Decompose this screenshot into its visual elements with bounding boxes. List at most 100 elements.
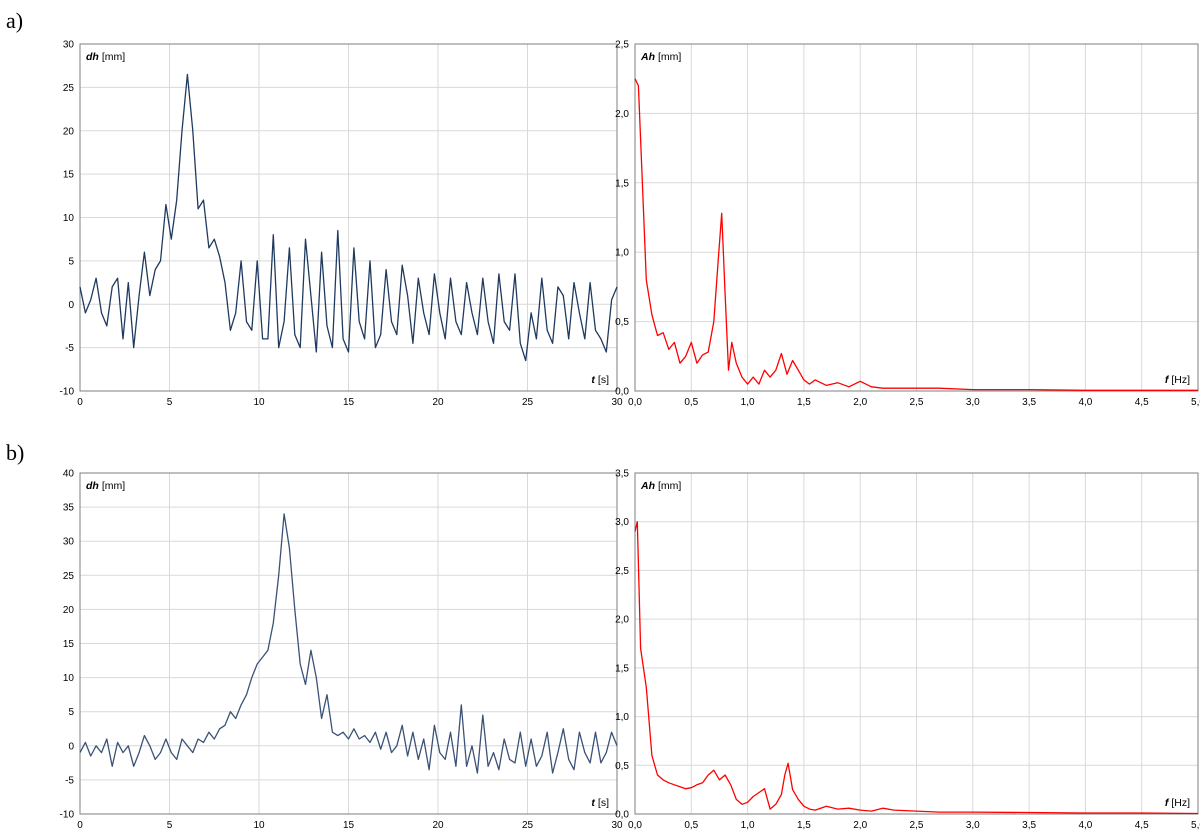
x-tick-label: 1,0 xyxy=(741,820,755,831)
y-axis-unit: [mm] xyxy=(102,480,125,492)
y-tick-label: 3,5 xyxy=(615,469,629,480)
x-axis-label: f [Hz] xyxy=(1165,797,1190,809)
x-tick-label: 4,5 xyxy=(1135,820,1149,831)
x-tick-label: 3,5 xyxy=(1022,397,1036,408)
y-tick-label: 10 xyxy=(63,213,75,224)
x-tick-label: 25 xyxy=(522,820,534,831)
y-axis-label: dh [mm] xyxy=(86,51,125,63)
x-tick-label: 10 xyxy=(253,397,265,408)
x-tick-label: 1,5 xyxy=(797,820,811,831)
x-tick-label: 1,0 xyxy=(741,397,755,408)
x-axis-variable: f xyxy=(1165,797,1170,809)
y-tick-label: 2,0 xyxy=(615,615,629,626)
x-axis-unit: [s] xyxy=(598,797,609,809)
chart-a-frequency-amplitude: 0,0 0,5 1,0 1,5 2,0 2,5 3,0 3,5 4,0 4,5 5,0 0,0 0,5 1… xyxy=(615,40,1200,409)
x-tick-label: 5 xyxy=(167,820,173,831)
y-tick-label: 15 xyxy=(63,170,75,181)
series-line xyxy=(634,521,1199,815)
x-tick-label: 25 xyxy=(522,397,534,408)
x-axis-unit: [s] xyxy=(598,374,609,386)
x-tick-label: 4,5 xyxy=(1135,397,1149,408)
y-tick-label: 0 xyxy=(68,300,74,311)
y-tick-label: 35 xyxy=(63,503,75,514)
y-axis-variable: Ah xyxy=(640,51,655,63)
y-tick-label: 5 xyxy=(68,256,74,267)
y-tick-label: 25 xyxy=(63,83,75,94)
x-axis-unit: [Hz] xyxy=(1171,797,1190,809)
y-tick-label: -5 xyxy=(65,775,74,786)
y-tick-label: 2,5 xyxy=(615,566,629,577)
x-axis-label: f [Hz] xyxy=(1165,374,1190,386)
x-tick-label: 30 xyxy=(611,820,623,831)
x-tick-label: 2,0 xyxy=(853,820,867,831)
y-tick-label: -10 xyxy=(60,387,75,398)
y-tick-label: 1,5 xyxy=(615,178,629,189)
x-tick-label: 4,0 xyxy=(1078,397,1092,408)
series-line xyxy=(79,73,618,362)
y-tick-label: 0,0 xyxy=(615,387,629,398)
y-axis-label: dh [mm] xyxy=(86,480,125,492)
y-tick-label: 30 xyxy=(63,40,75,51)
x-tick-label: 1,5 xyxy=(797,397,811,408)
y-tick-label: 5 xyxy=(68,707,74,718)
y-axis-unit: [mm] xyxy=(658,51,681,63)
x-tick-label: 15 xyxy=(343,397,355,408)
panel-label-b: b) xyxy=(6,440,25,465)
y-tick-label: 1,0 xyxy=(615,712,629,723)
x-axis-variable: t xyxy=(591,797,595,809)
y-tick-label: 2,5 xyxy=(615,40,629,51)
y-tick-label: 0,5 xyxy=(615,317,629,328)
y-tick-label: -10 xyxy=(60,810,75,821)
x-axis-label: t [s] xyxy=(591,374,609,386)
x-tick-label: 3,0 xyxy=(966,397,980,408)
y-tick-label: 20 xyxy=(63,605,75,616)
x-tick-label: 0,5 xyxy=(684,397,698,408)
y-tick-label: 0 xyxy=(68,741,74,752)
x-tick-label: 0,0 xyxy=(628,397,642,408)
x-tick-label: 30 xyxy=(611,397,623,408)
x-tick-label: 5,0 xyxy=(1191,397,1200,408)
x-tick-label: 20 xyxy=(432,820,444,831)
chart-b-time-displacement: 0 5 10 15 20 25 30 -10 -5 0 5 10 15 20 25 30 35 40 dh [mm] t… xyxy=(60,469,623,832)
panel-label-a: a) xyxy=(6,8,24,33)
x-axis-variable: t xyxy=(591,374,595,386)
y-tick-label: 40 xyxy=(63,469,75,480)
x-tick-label: 3,5 xyxy=(1022,820,1036,831)
y-tick-label: 1,0 xyxy=(615,248,629,259)
x-tick-label: 4,0 xyxy=(1078,820,1092,831)
x-tick-label: 2,0 xyxy=(853,397,867,408)
x-tick-label: 0,0 xyxy=(628,820,642,831)
chart-b-frequency-amplitude: 0,0 0,5 1,0 1,5 2,0 2,5 3,0 3,5 4,0 4,5 5,0 0,0 0,5 1… xyxy=(615,469,1200,832)
x-tick-label: 2,5 xyxy=(910,820,924,831)
y-axis-unit: [mm] xyxy=(102,51,125,63)
y-tick-label: 30 xyxy=(63,537,75,548)
series-line xyxy=(79,513,618,774)
y-tick-label: 15 xyxy=(63,639,75,650)
y-axis-label: Ah [mm] xyxy=(640,51,681,63)
y-tick-label: 10 xyxy=(63,673,75,684)
y-axis-variable: dh xyxy=(86,51,99,63)
x-tick-label: 10 xyxy=(253,820,265,831)
y-tick-label: 25 xyxy=(63,571,75,582)
x-axis-label: t [s] xyxy=(591,797,609,809)
y-tick-label: 0,0 xyxy=(615,810,629,821)
x-tick-label: 3,0 xyxy=(966,820,980,831)
x-tick-label: 0,5 xyxy=(684,820,698,831)
y-tick-label: 0,5 xyxy=(615,761,629,772)
plot-frame xyxy=(634,472,1199,815)
x-tick-label: 5 xyxy=(167,397,173,408)
y-axis-variable: Ah xyxy=(640,480,655,492)
y-tick-label: 1,5 xyxy=(615,663,629,674)
y-axis-label: Ah [mm] xyxy=(640,480,681,492)
x-tick-label: 5,0 xyxy=(1191,820,1200,831)
y-tick-label: 20 xyxy=(63,126,75,137)
y-axis-variable: dh xyxy=(86,480,99,492)
x-tick-label: 0 xyxy=(77,820,83,831)
y-tick-label: 3,0 xyxy=(615,517,629,528)
y-axis-unit: [mm] xyxy=(658,480,681,492)
plot-frame xyxy=(634,43,1199,392)
y-tick-label: -5 xyxy=(65,343,74,354)
x-tick-label: 0 xyxy=(77,397,83,408)
x-axis-variable: f xyxy=(1165,374,1170,386)
plot-frame xyxy=(79,43,618,392)
